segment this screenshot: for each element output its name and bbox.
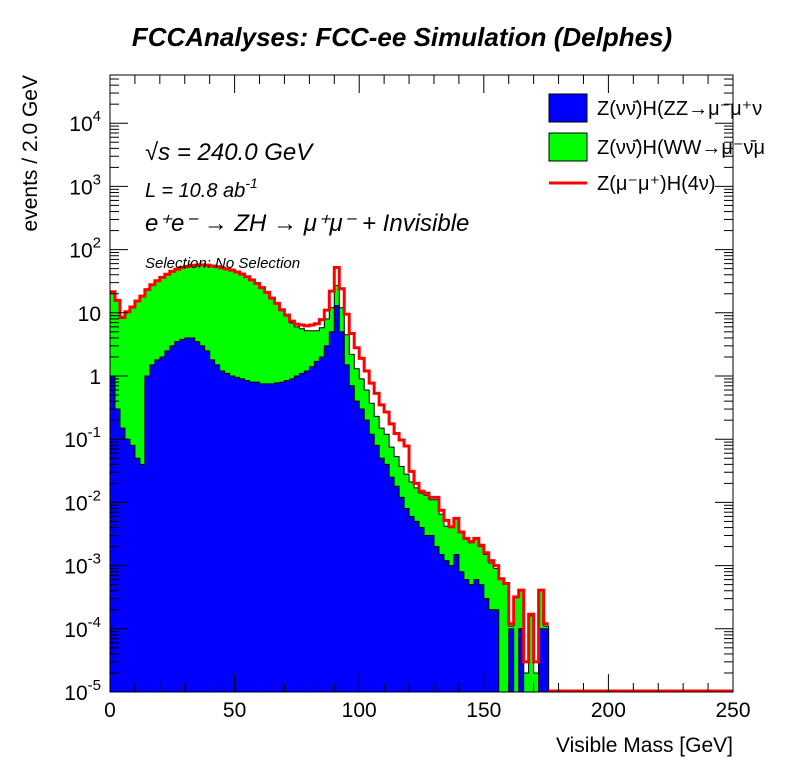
legend: Z(νν̄)H(ZZ→μ⁻μ⁺ν Z(νν̄)H(WW→μ⁻ν̄μ Z(μ⁻μ⁺)H…	[548, 93, 765, 195]
x-tick-label: 100	[342, 699, 377, 722]
y-tick-label: 102	[69, 235, 101, 263]
x-tick-label: 0	[104, 699, 116, 722]
y-tick-label: 10-5	[64, 677, 101, 705]
x-tick-label: 200	[591, 699, 626, 722]
y-tick-label: 10	[78, 303, 101, 326]
y-axis-ticks	[110, 78, 733, 693]
x-axis-tick-labels: 0 50 100 150 200 250	[104, 699, 750, 722]
legend-label: Z(νν̄)H(ZZ→μ⁻μ⁺ν	[597, 98, 762, 120]
y-tick-label: 103	[69, 171, 101, 199]
stacked-series-zz	[109, 305, 550, 693]
y-axis-title: events / 2.0 GeV	[19, 75, 42, 231]
line-histogram-layer	[110, 263, 733, 693]
x-tick-label: 250	[715, 699, 750, 722]
y-axis-tick-labels: 10-5 10-4 10-3 10-2 10-1 1 10 102 103 104	[64, 108, 101, 705]
y-tick-label: 1	[89, 366, 101, 389]
luminosity-annotation: L = 10.8 ab-1	[145, 175, 258, 202]
legend-label: Z(μ⁻μ⁺)H(4ν)	[597, 173, 716, 195]
luminosity-text: L = 10.8 ab	[145, 180, 245, 202]
luminosity-exponent: -1	[245, 175, 257, 191]
x-axis-title: Visible Mass [GeV]	[556, 734, 733, 757]
x-tick-label: 150	[466, 699, 501, 722]
y-tick-label: 10-4	[64, 614, 101, 642]
sqrt-s-annotation: √s = 240.0 GeV	[145, 139, 314, 166]
chart-title: FCCAnalyses: FCC-ee Simulation (Delphes)	[132, 22, 672, 52]
selection-annotation: Selection: No Selection	[145, 255, 300, 272]
y-tick-label: 104	[69, 108, 101, 136]
y-tick-label: 10-3	[64, 551, 101, 579]
line-series-4nu	[110, 263, 549, 664]
x-tick-label: 50	[223, 699, 246, 722]
y-tick-label: 10-1	[64, 424, 101, 452]
legend-swatch	[548, 93, 588, 123]
plot-frame	[109, 74, 734, 693]
legend-swatch	[548, 132, 588, 162]
y-tick-label: 10-2	[64, 487, 101, 515]
process-annotation: e⁺e⁻ → ZH → μ⁺μ⁻ + Invisible	[145, 210, 469, 237]
x-axis-ticks	[109, 75, 734, 692]
legend-label: Z(νν̄)H(WW→μ⁻ν̄μ	[597, 137, 765, 159]
